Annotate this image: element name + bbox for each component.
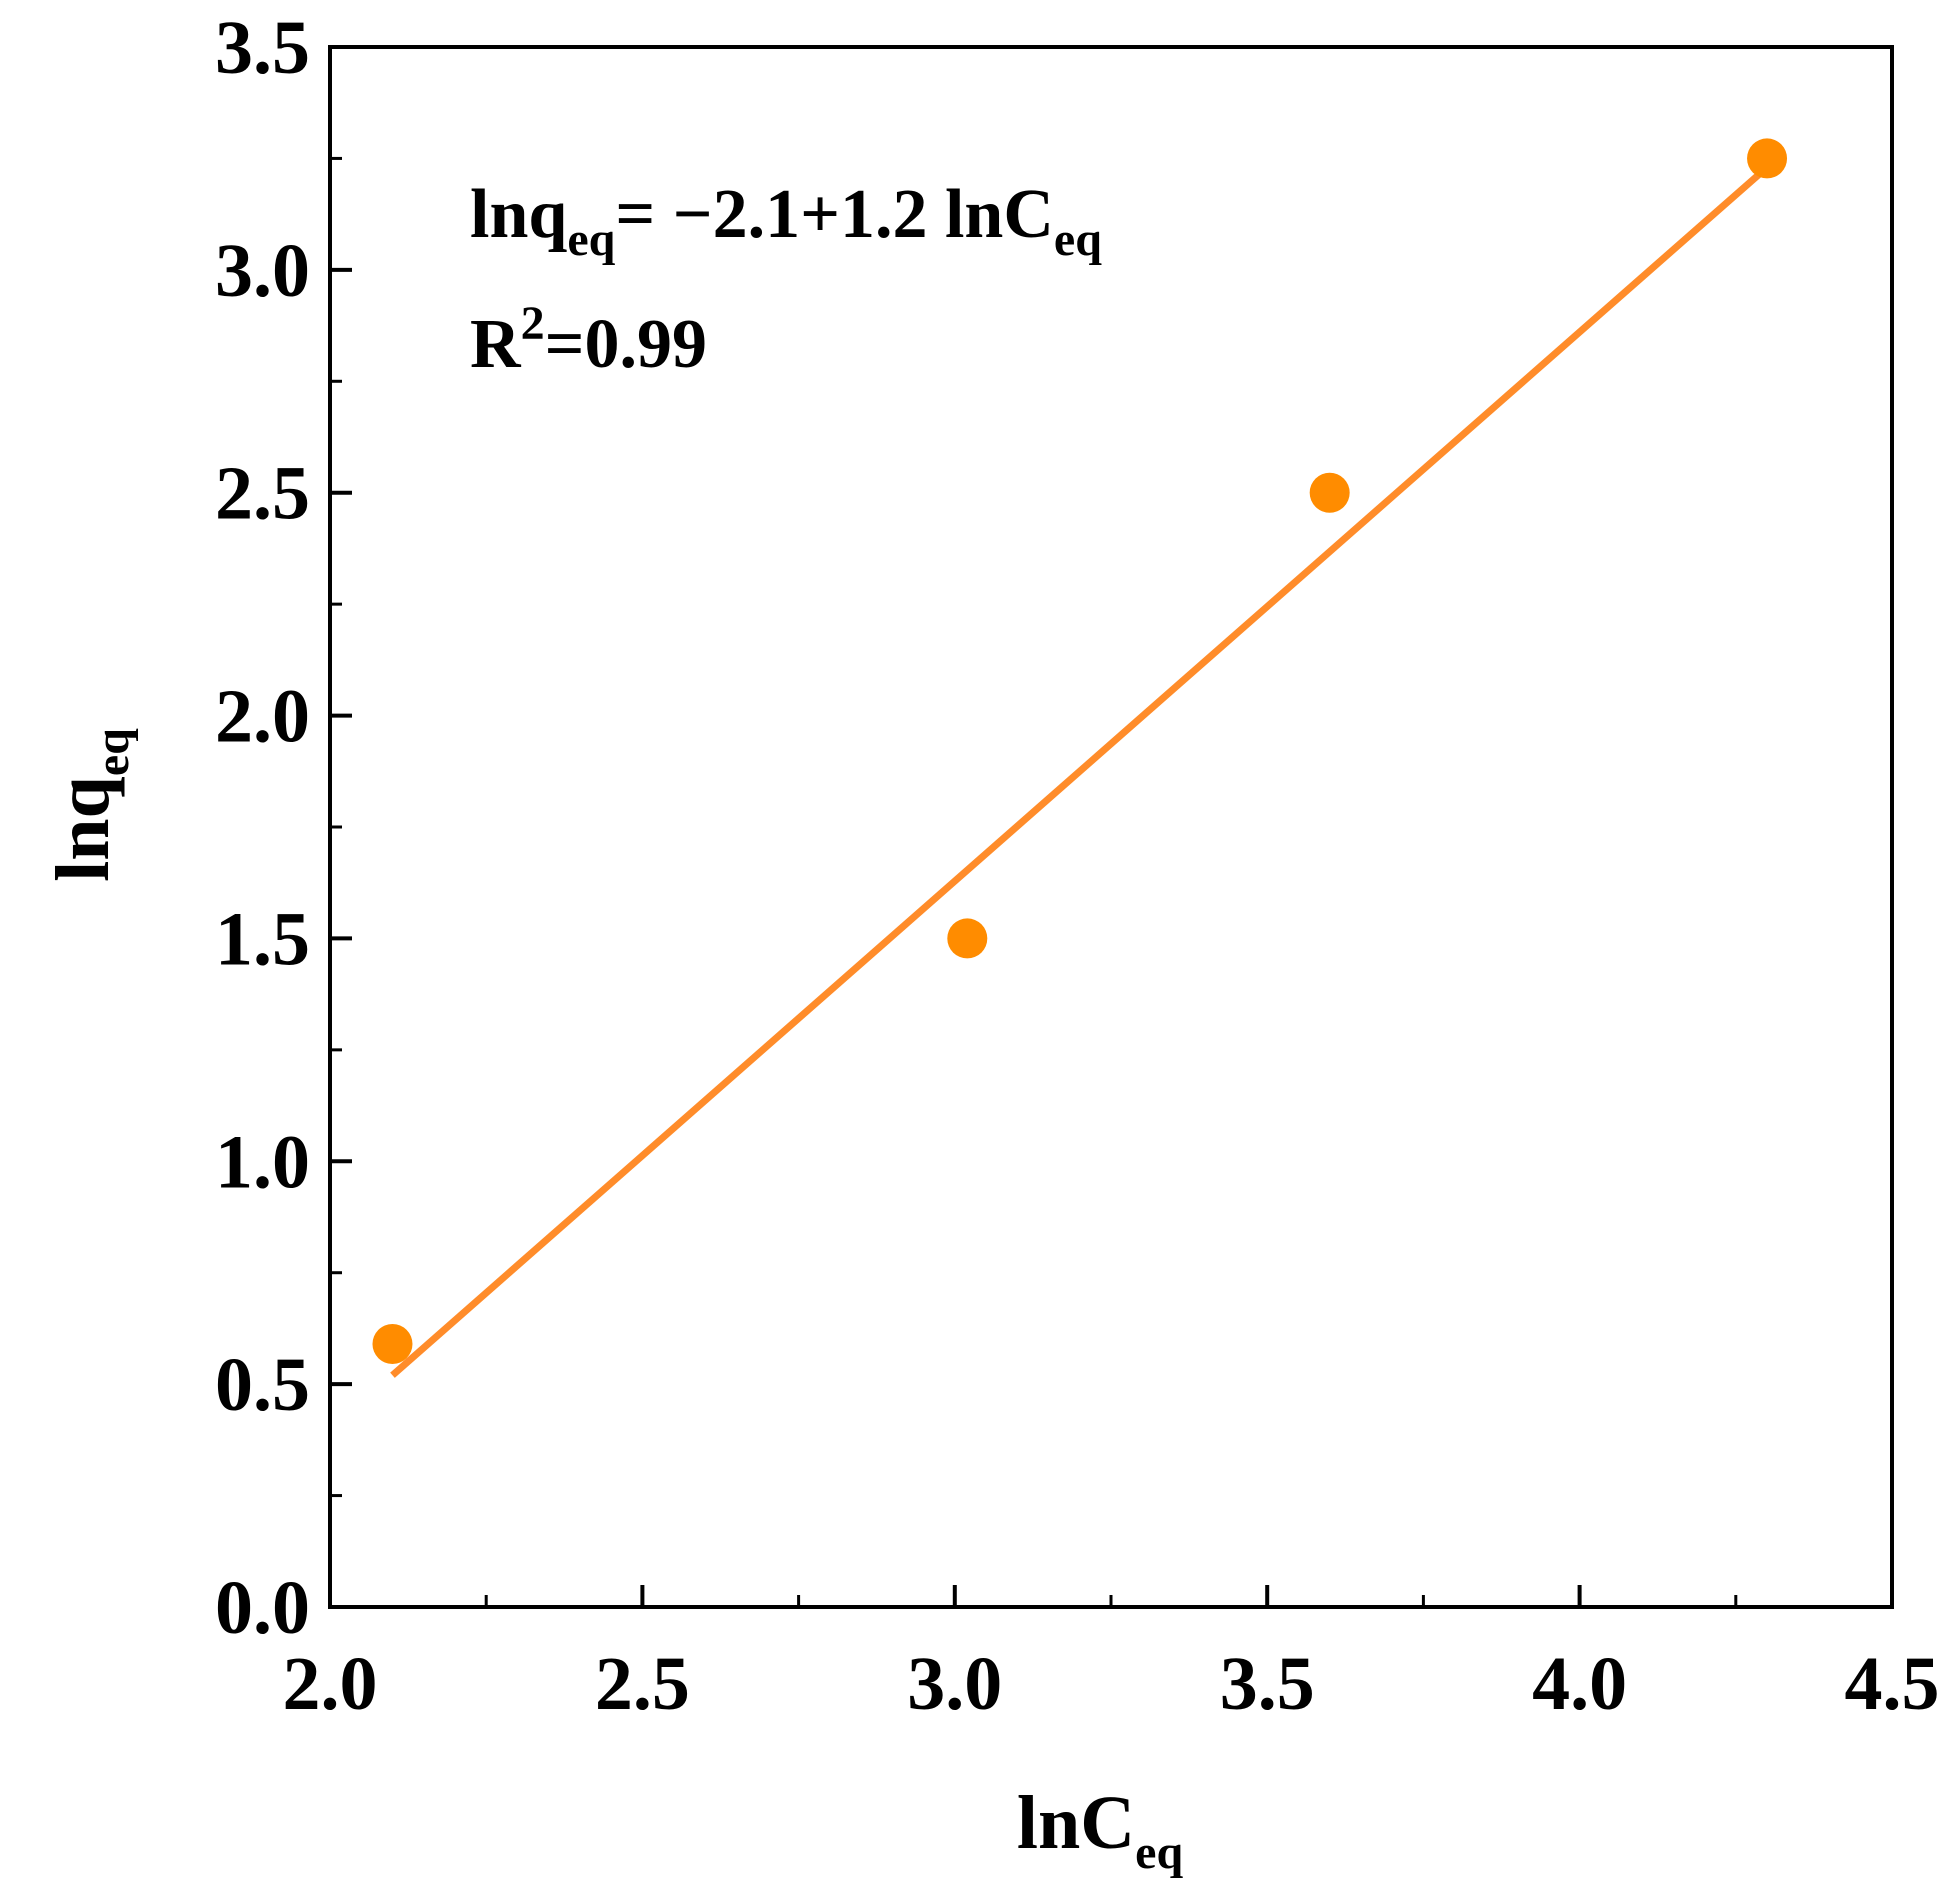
x-tick-label: 4.5 — [1845, 1642, 1940, 1726]
data-point — [1309, 472, 1350, 513]
x-tick-label: 4.0 — [1532, 1642, 1627, 1726]
plot-frame — [328, 45, 1894, 1609]
fit-line-group — [390, 164, 1770, 1378]
y-tick-label: 1.5 — [215, 897, 310, 981]
x-tick-label: 3.5 — [1220, 1642, 1315, 1726]
y-tick-label: 0.0 — [215, 1566, 310, 1650]
data-point — [1747, 138, 1788, 179]
x-axis-title: lnCeq — [1017, 1781, 1184, 1879]
points-group — [372, 138, 1788, 1365]
y-tick-label: 3.5 — [215, 6, 310, 90]
x-tick-label: 2.0 — [283, 1642, 378, 1726]
x-tick-label: 2.5 — [595, 1642, 690, 1726]
y-axis-title: lnqeq — [41, 728, 139, 882]
fit-line — [390, 164, 1770, 1378]
r-squared-annotation: R2=0.99 — [470, 297, 707, 383]
y-tick-label: 0.5 — [215, 1343, 310, 1427]
data-point — [372, 1324, 413, 1365]
x-tick-label: 3.0 — [907, 1642, 1002, 1726]
y-tick-label: 3.0 — [215, 229, 310, 313]
data-point — [947, 918, 988, 959]
ticks: 2.0 2.5 3.0 3.5 4.0 4.5 0.0 0.5 1.0 1.5 2.0 2.5 3.0 3… — [215, 6, 1940, 1726]
y-tick-label: 2.5 — [215, 452, 310, 536]
axes — [328, 45, 1894, 1609]
equation-annotation: lnqeq= −2.1+1.2 lnCeq — [470, 176, 1102, 266]
y-tick-label: 1.0 — [215, 1120, 310, 1204]
y-tick-label: 2.0 — [215, 675, 310, 759]
